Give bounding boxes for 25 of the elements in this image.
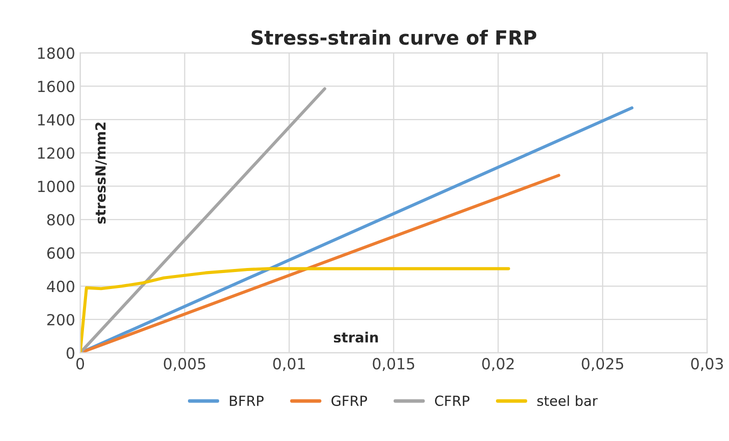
y-tick-label: 400 — [46, 280, 74, 292]
y-tick-label: 800 — [47, 214, 74, 226]
y-tick-label: 1000 — [38, 180, 74, 192]
x-tick-label: 0,025 — [582, 358, 624, 372]
y-tick-label: 200 — [47, 314, 74, 326]
y-tick-label: 0 — [66, 347, 74, 359]
x-tick-label: 0 — [76, 358, 84, 370]
x-tick-label: 0,01 — [273, 358, 305, 372]
y-tick-label: 600 — [47, 247, 74, 259]
x-tick-label: 0,03 — [691, 358, 723, 372]
y-tick-label: 1400 — [38, 114, 74, 126]
y-tick-label: 1800 — [38, 47, 74, 59]
y-tick-label: 1200 — [38, 147, 74, 159]
legend-label: steel bar — [537, 395, 598, 406]
line-series — [80, 267, 510, 353]
y-tick-label: 1600 — [38, 80, 74, 92]
legend-label: GFRP — [332, 396, 368, 406]
legend-label: BFRP — [230, 396, 264, 406]
x-tick-label: 0,015 — [372, 358, 414, 372]
chart-title: Stress-strain curve of FRP — [252, 30, 536, 45]
legend-label: CFRP — [434, 396, 470, 406]
x-tick-label: 0,005 — [164, 358, 206, 372]
x-tick-label: 0,02 — [482, 358, 514, 372]
y-axis-title: stressN/mm2 — [95, 122, 107, 224]
x-axis-title: strain — [334, 332, 378, 343]
